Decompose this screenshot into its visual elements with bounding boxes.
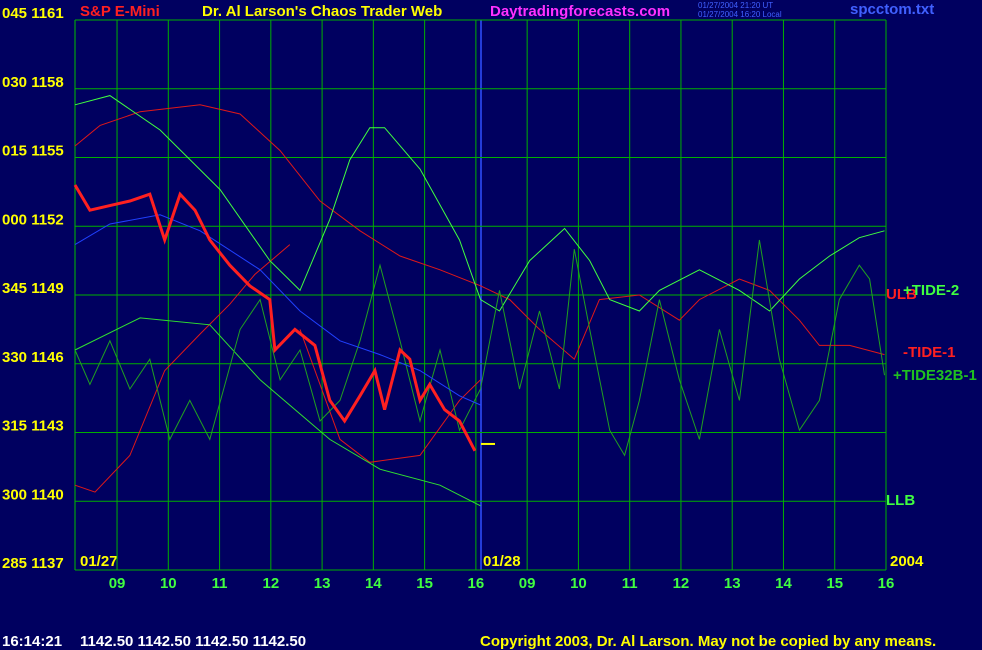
x-tick-label: 09: [109, 575, 126, 592]
y-tick-label: 015 1155: [2, 143, 64, 160]
file-name: spcctom.txt: [850, 1, 934, 18]
date-label: 01/28: [483, 553, 521, 570]
series-label: -TIDE-1: [903, 344, 956, 361]
series-line: [73, 184, 477, 452]
x-tick-label: 16: [468, 575, 485, 592]
copyright: Copyright 2003, Dr. Al Larson. May not b…: [480, 633, 936, 650]
timestamp: 01/27/2004 21:20 UT: [698, 1, 773, 10]
series-label: ULB: [886, 286, 917, 303]
x-tick-label: 11: [622, 575, 638, 592]
y-tick-label: 285 1137: [2, 555, 64, 572]
y-tick-label: 045 1161: [2, 5, 64, 22]
x-tick-label: 14: [365, 575, 382, 592]
y-tick-label: 315 1143: [2, 418, 64, 435]
x-tick-label: 10: [570, 575, 587, 592]
series-line: [74, 239, 885, 457]
series-line: [74, 95, 885, 312]
x-tick-label: 12: [262, 575, 279, 592]
x-tick-label: 11: [212, 575, 228, 592]
series-line: [74, 244, 291, 493]
x-tick-label: 16: [878, 575, 895, 592]
y-tick-label: 330 1146: [2, 349, 64, 366]
chart-subtitle: S&P E-Mini: [80, 3, 160, 20]
x-tick-label: 13: [314, 575, 331, 592]
x-tick-label: 14: [775, 575, 792, 592]
site: Daytradingforecasts.com: [490, 3, 670, 20]
x-tick-label: 15: [416, 575, 433, 592]
x-tick-label: 12: [673, 575, 690, 592]
chart-title: Dr. Al Larson's Chaos Trader Web: [202, 3, 442, 20]
series-line: [74, 214, 481, 406]
series-label: LLB: [886, 492, 915, 509]
timestamp: 01/27/2004 16:20 Local: [698, 10, 782, 19]
x-tick-label: 15: [826, 575, 843, 592]
y-tick-label: 000 1152: [2, 211, 64, 228]
y-tick-label: 345 1149: [2, 280, 64, 297]
date-label: 2004: [890, 553, 924, 570]
status-prices: 1142.50 1142.50 1142.50 1142.50: [80, 633, 306, 650]
series-line: [74, 317, 481, 507]
y-tick-label: 300 1140: [2, 486, 64, 503]
series-label: +TIDE32B-1: [893, 367, 977, 384]
status-time: 16:14:21: [2, 633, 62, 650]
x-tick-label: 10: [160, 575, 177, 592]
x-tick-label: 13: [724, 575, 741, 592]
date-label: 01/27: [80, 553, 118, 570]
series-label: +TIDE-2: [903, 282, 959, 299]
x-tick-label: 09: [519, 575, 536, 592]
y-tick-label: 030 1158: [2, 74, 64, 91]
series-line: [74, 104, 481, 287]
